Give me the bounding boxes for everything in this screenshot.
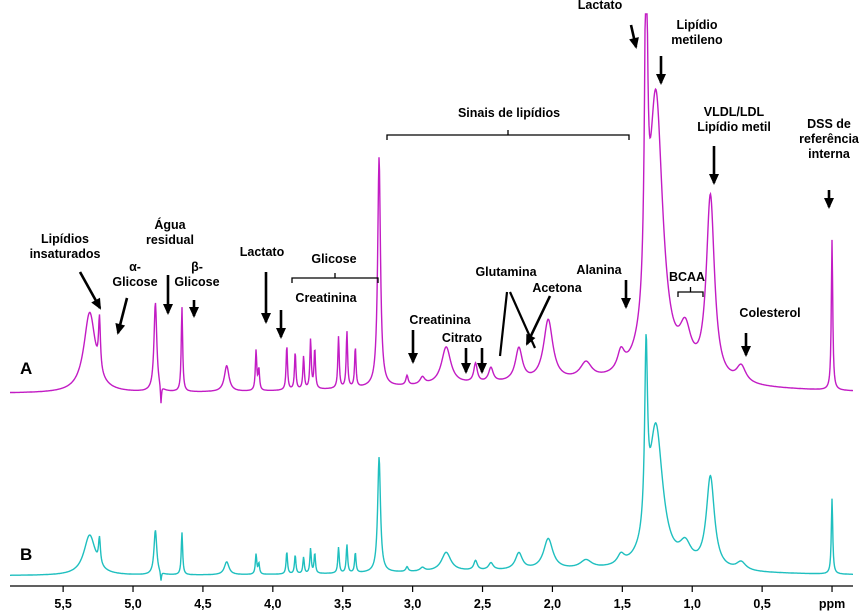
annotation-label: Glicose — [311, 252, 356, 266]
x-tick-label: 2,5 — [474, 597, 491, 611]
annotation-label: Citrato — [442, 331, 483, 345]
annotation-creatinina-3.9: Creatinina — [276, 291, 358, 339]
peak-annotations: Lipídiosinsaturadosα-GlicoseÁguaresidual… — [30, 0, 860, 374]
annotation-beta-glicose: β-Glicose — [174, 260, 220, 318]
annotation-bracket — [677, 287, 704, 297]
annotation-bracket — [291, 273, 379, 283]
annotation-label: DSS de — [807, 117, 851, 131]
annotation-line — [498, 291, 509, 357]
annotation-arrowhead — [115, 323, 126, 335]
annotation-glicose-bracket: Glicose — [291, 252, 379, 283]
annotation-label: Glicose — [174, 275, 219, 289]
annotation-lactato-1.3: Lactato — [578, 0, 639, 49]
x-tick-label: 4,5 — [194, 597, 211, 611]
annotation-label: referência — [799, 132, 860, 146]
series-label-a: A — [20, 359, 32, 378]
annotation-arrowhead — [621, 298, 631, 309]
annotation-alanina: Alanina — [576, 263, 631, 309]
x-tick-label: 3,5 — [334, 597, 351, 611]
x-tick-label: 0,5 — [753, 597, 770, 611]
annotation-colesterol: Colesterol — [739, 306, 801, 357]
annotation-label: VLDL/LDL — [704, 105, 765, 119]
annotation-label: Lipídios — [41, 232, 89, 246]
annotation-acetona: Acetona — [525, 281, 583, 346]
x-axis-ticks: 5,5 5,0 4,5 4,0 3,5 3,0 2,5 2,0 1,5 1,0 0,5 ppm — [54, 586, 845, 611]
annotation-label: Água — [154, 217, 186, 232]
annotation-label: Glutamina — [475, 265, 537, 279]
annotation-arrowhead — [824, 198, 834, 209]
annotation-label: β- — [191, 260, 203, 274]
annotation-label: Colesterol — [739, 306, 800, 320]
annotation-label: metileno — [671, 33, 723, 47]
annotation-alfa-glicose: α-Glicose — [112, 260, 158, 335]
annotation-label: Acetona — [532, 281, 582, 295]
annotation-arrowhead — [461, 363, 471, 374]
annotation-label: residual — [146, 233, 194, 247]
x-tick-label: ppm — [819, 597, 845, 611]
annotation-label: Glicose — [112, 275, 157, 289]
annotation-label: Creatinina — [409, 313, 471, 327]
annotation-label: BCAA — [669, 270, 705, 284]
annotation-lactato-4: Lactato — [240, 245, 285, 324]
annotation-label: Lactato — [240, 245, 285, 259]
annotation-arrowhead — [629, 37, 639, 49]
x-tick-label: 1,5 — [614, 597, 631, 611]
annotation-citrato: Citrato — [442, 331, 487, 374]
annotation-arrowhead — [656, 74, 666, 85]
annotation-arrowhead — [91, 297, 101, 310]
annotation-sinais-lipidios: Sinais de lipídios — [386, 106, 630, 140]
x-tick-label: 5,0 — [124, 597, 141, 611]
annotation-arrowhead — [189, 307, 199, 318]
annotation-label: α- — [129, 260, 141, 274]
annotation-label: interna — [808, 147, 851, 161]
annotation-arrowhead — [477, 363, 487, 374]
annotation-bracket — [386, 130, 630, 140]
spectrum-line-b — [10, 334, 853, 581]
annotation-arrowhead — [261, 313, 271, 324]
annotation-label: Lactato — [578, 0, 623, 12]
series-label-b: B — [20, 545, 32, 564]
spectrum-line-a — [10, 13, 853, 404]
spectra-layer — [10, 13, 853, 581]
annotation-arrowhead — [709, 174, 719, 185]
annotation-bcaa: BCAA — [669, 270, 705, 297]
annotation-creatinina-3.0: Creatinina — [408, 313, 472, 364]
annotation-arrowhead — [741, 346, 751, 357]
x-tick-label: 2,0 — [544, 597, 561, 611]
annotation-arrowhead — [408, 353, 418, 364]
annotation-label: Sinais de lipídios — [458, 106, 560, 120]
annotation-label: Lipídio — [677, 18, 718, 32]
x-tick-label: 3,0 — [404, 597, 421, 611]
annotation-label: insaturados — [30, 247, 101, 261]
annotation-label: Alanina — [576, 263, 622, 277]
x-tick-label: 5,5 — [54, 597, 71, 611]
annotation-arrowhead — [276, 328, 286, 339]
annotation-label: Creatinina — [295, 291, 357, 305]
x-tick-label: 4,0 — [264, 597, 281, 611]
annotation-label: Lipídio metil — [697, 120, 771, 134]
x-tick-label: 1,0 — [684, 597, 701, 611]
annotation-arrowhead — [163, 304, 173, 315]
annotation-arrowhead — [526, 333, 536, 346]
